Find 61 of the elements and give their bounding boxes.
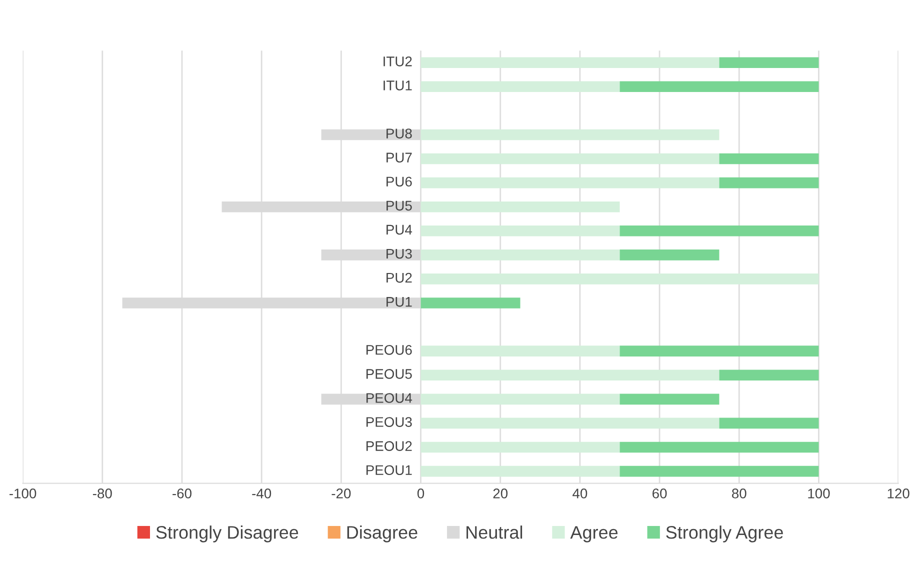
y-tick-label: PU7	[386, 152, 412, 162]
bar	[620, 394, 720, 405]
y-tick-label: PEOU6	[366, 344, 412, 355]
bar	[420, 81, 620, 92]
x-tick-label: 100	[808, 488, 830, 498]
bar	[420, 274, 819, 284]
bar	[420, 201, 620, 212]
y-tick-label: PU1	[386, 297, 412, 307]
x-tick-label: 20	[493, 488, 508, 498]
bar	[420, 466, 620, 477]
y-tick-label: PU2	[386, 272, 412, 283]
legend-label: Agree	[570, 526, 618, 542]
bar	[620, 346, 819, 357]
bar	[420, 394, 620, 405]
y-tick-label: PU5	[386, 200, 412, 211]
bar	[620, 225, 819, 236]
legend-label: Neutral	[466, 526, 522, 539]
legend-label: Strongly Disagree	[156, 526, 298, 542]
y-tick-label: PU6	[386, 176, 412, 187]
x-tick-label: 40	[572, 488, 588, 498]
legend-label: Strongly Agree	[666, 526, 783, 542]
bar	[620, 81, 819, 92]
y-tick-label: PEOU2	[366, 441, 412, 451]
bar	[620, 466, 819, 477]
bar	[420, 442, 620, 453]
bar	[620, 442, 819, 453]
bar	[420, 298, 520, 308]
bar	[420, 250, 620, 260]
x-tick-label: 0	[417, 488, 424, 498]
y-tick-label: PEOU3	[366, 417, 412, 427]
y-tick-label: ITU1	[384, 80, 412, 90]
x-tick-label: -60	[172, 488, 192, 498]
bar	[420, 177, 720, 188]
x-tick-label: 80	[732, 488, 746, 498]
y-tick-label: PEOU4	[366, 393, 412, 403]
x-tick-label: -100	[10, 488, 36, 498]
bar	[719, 370, 819, 381]
x-tick-label: -80	[92, 488, 112, 498]
bar	[620, 250, 720, 260]
y-tick-label: ITU2	[384, 56, 412, 66]
y-tick-label: PU3	[386, 248, 412, 259]
bar	[719, 418, 819, 429]
x-tick-label: -40	[252, 488, 272, 498]
legend-label: Disagree	[347, 526, 418, 542]
bar	[420, 346, 620, 357]
bar	[719, 153, 819, 164]
bar	[420, 129, 720, 140]
y-tick-label: PU4	[386, 224, 412, 235]
bar	[420, 57, 720, 68]
bar	[719, 57, 819, 68]
bar	[420, 418, 720, 429]
bar	[420, 225, 620, 236]
y-tick-label: PU8	[386, 128, 412, 138]
bar	[420, 153, 720, 164]
y-tick-label: PEOU1	[366, 465, 412, 476]
bar	[719, 177, 819, 188]
x-tick-label: 120	[888, 488, 910, 498]
x-tick-label: -20	[332, 488, 351, 498]
y-tick-label: PEOU5	[366, 369, 412, 379]
bar	[420, 370, 720, 381]
x-tick-label: 60	[652, 488, 667, 498]
